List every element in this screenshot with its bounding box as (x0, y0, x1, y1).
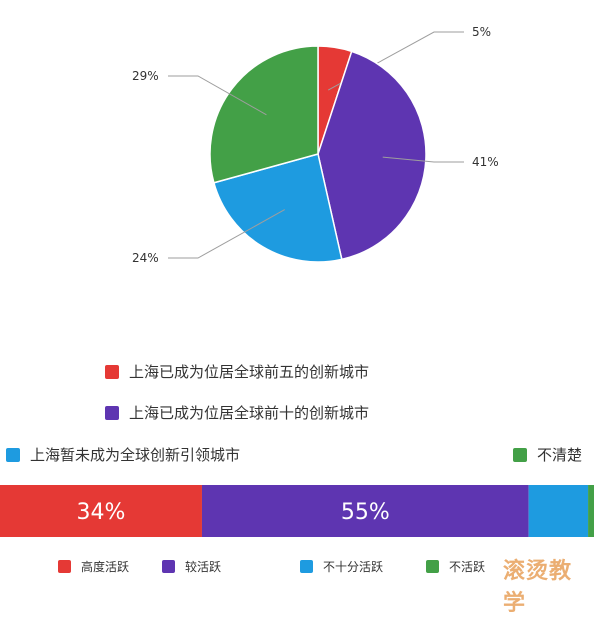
pie-slice (317, 50, 427, 261)
bar-segment (201, 485, 529, 537)
bar-segment (0, 485, 202, 537)
bar-legend-swatch-purple (162, 560, 175, 573)
bar-legend-swatch-green (426, 560, 439, 573)
watermark-logo: 滚烫教学 (503, 559, 573, 616)
pie-slice (212, 153, 343, 263)
bar-data-label: 34% (77, 500, 126, 525)
legend-item-unclear: 不清楚 (513, 444, 582, 465)
legend-swatch-red (105, 364, 119, 379)
bar-legend-swatch-blue (300, 560, 313, 573)
bar-legend-item-active: 较活跃 (162, 558, 221, 575)
bar-legend-item-inactive: 不活跃 (426, 558, 485, 575)
bar-segment (588, 485, 594, 537)
pie-data-label: 29% (132, 69, 159, 83)
legend-swatch-purple (105, 405, 119, 420)
legend-item-top10: 上海已成为位居全球前十的创新城市 (105, 402, 369, 423)
bar-legend-item-high: 高度活跃 (58, 558, 129, 575)
legend-item-not-yet: 上海暂未成为全球创新引领城市 (6, 444, 240, 465)
pie-data-label: 41% (472, 155, 499, 169)
pie-leader-line (168, 209, 285, 259)
legend-swatch-blue (6, 447, 20, 462)
bar-data-label: 55% (341, 500, 390, 525)
legend-item-top5: 上海已成为位居全球前五的创新城市 (105, 361, 369, 382)
bar-legend-label-active: 较活跃 (185, 560, 222, 574)
bar-legend-label-high: 高度活跃 (81, 560, 130, 574)
pie-leader-line (382, 156, 464, 163)
bar-legend-swatch-red (58, 560, 71, 573)
pie-data-label: 24% (132, 251, 159, 265)
pie-chart: 5% 41% 24% 29% (132, 25, 499, 265)
pie-data-label: 5% (472, 25, 491, 39)
legend-label-top10: 上海已成为位居全球前十的创新城市 (129, 404, 370, 422)
legend-label-top5: 上海已成为位居全球前五的创新城市 (129, 363, 370, 381)
bar-segment (528, 485, 589, 537)
bar-legend-label-inactive: 不活跃 (449, 560, 486, 574)
stacked-bar-chart: 34% 55% (0, 485, 594, 537)
legend-label-not-yet: 上海暂未成为全球创新引领城市 (30, 446, 241, 464)
legend-swatch-green (513, 447, 527, 462)
bar-legend-label-less: 不十分活跃 (323, 560, 384, 574)
bar-legend-item-less: 不十分活跃 (300, 558, 383, 575)
pie-leader-line (168, 75, 267, 116)
pie-slice (209, 45, 319, 184)
legend-label-unclear: 不清楚 (537, 446, 583, 464)
